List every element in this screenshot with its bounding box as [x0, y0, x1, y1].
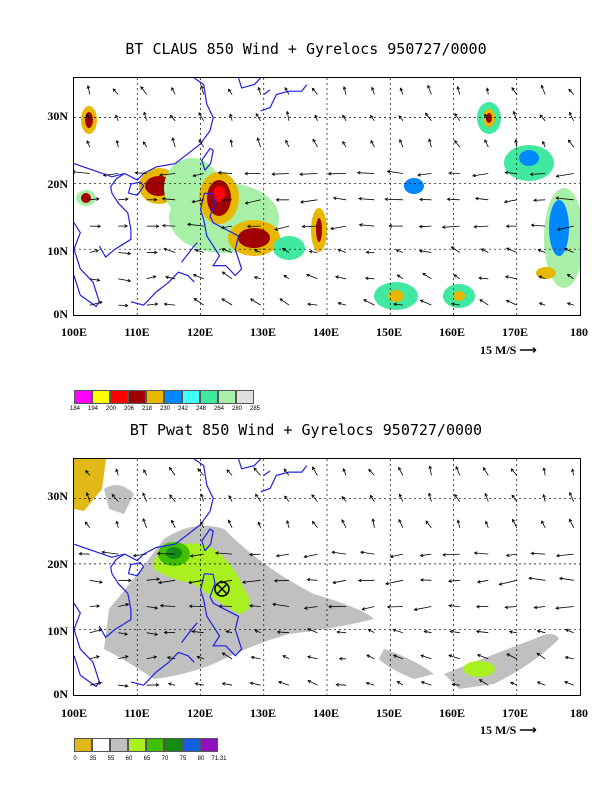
panel1-xtick-100e: 100E: [60, 325, 87, 339]
panel1-legend-swatch: [92, 390, 110, 404]
panel1-legend-swatch: [200, 390, 218, 404]
panel2-legend-swatch: [182, 738, 200, 752]
panel1-legend-swatch: [218, 390, 236, 404]
panel2-legend-swatch: [110, 738, 128, 752]
panel2-legend-label: 75: [179, 756, 187, 762]
panel1-legend-swatch: [74, 390, 92, 404]
panel2-legend-swatch: [200, 738, 218, 752]
coastlines: [74, 78, 308, 315]
panel1-map-svg: [74, 78, 580, 315]
panel1-legend-label: 206: [123, 406, 134, 412]
pwat-shading: [74, 459, 559, 689]
panel2-xtick-130e: 130E: [249, 706, 276, 720]
panel2-legend-label: 55: [107, 756, 115, 762]
panel2-legend-label: 70: [161, 756, 169, 762]
panel2-legend-swatch: [74, 738, 92, 752]
graticule: [74, 78, 580, 315]
panel1-legend-swatch: [182, 390, 200, 404]
panel2-map: [73, 458, 581, 696]
panel1-legend-label: 184: [69, 406, 80, 412]
panel1-legend-labels: 184 194 200 206 218 230 242 248 264 280 285: [66, 406, 264, 412]
wind-vectors: [74, 84, 575, 308]
panel2-legend-label: 35: [89, 756, 97, 762]
scale-arrow-icon: ⟶: [519, 343, 537, 357]
panel2-xtick-140e: 140E: [312, 706, 339, 720]
panel1-legend-swatch: [128, 390, 146, 404]
panel1-title: BT CLAUS 850 Wind + Gyrelocs 950727/0000: [125, 40, 487, 58]
panel2-legend-label: 65: [143, 756, 151, 762]
panel1-map: [73, 77, 581, 316]
panel2-xtick-110e: 110E: [124, 706, 150, 720]
panel1-legend-label: 194: [87, 406, 98, 412]
panel1-legend-swatch: [236, 390, 254, 404]
panel2-legend-swatch: [92, 738, 110, 752]
scale-arrow-icon: ⟶: [519, 723, 537, 737]
panel2-legend-swatch: [128, 738, 146, 752]
panel2-xtick-160e: 160E: [438, 706, 465, 720]
panel1-legend-swatch: [146, 390, 164, 404]
panel2-xtick-150e: 150E: [375, 706, 402, 720]
panel1-ytick-10n: 10N: [47, 244, 68, 258]
panel1-xtick-140e: 140E: [312, 325, 339, 339]
panel2-legend-label: 60: [125, 756, 133, 762]
panel2-map-svg: [74, 459, 580, 695]
panel2-legend-label: 0: [73, 756, 77, 762]
panel2-legend-swatch: [146, 738, 164, 752]
panel1-legend-label: 230: [159, 406, 170, 412]
panel1-legend-label: 200: [105, 406, 116, 412]
panel1-legend: [74, 390, 254, 404]
panel1-xtick-170e: 170E: [501, 325, 528, 339]
wind-vectors: [78, 465, 575, 688]
coastlines: [74, 459, 308, 695]
graticule: [74, 459, 580, 695]
panel2-ytick-10n: 10N: [47, 624, 68, 638]
panel2-scale-label: 15 M/S ⟶: [480, 723, 537, 737]
panel1-xtick-130e: 130E: [249, 325, 276, 339]
panel2-xtick-180: 180: [570, 706, 588, 720]
panel2-title: BT Pwat 850 Wind + Gyrelocs 950727/0000: [129, 421, 483, 439]
panel2-ytick-20n: 20N: [47, 557, 68, 571]
panel2-legend-labels: 0 35 55 60 65 70 75 80 71.31: [66, 756, 228, 762]
panel2-legend-label: 71.31: [211, 756, 227, 762]
panel1-ytick-20n: 20N: [47, 177, 68, 191]
panel1-xtick-160e: 160E: [438, 325, 465, 339]
panel1-legend-label: 285: [249, 406, 260, 412]
panel2-ytick-30n: 30N: [47, 489, 68, 503]
panel1-legend-label: 264: [213, 406, 224, 412]
panel1-xtick-150e: 150E: [375, 325, 402, 339]
panel2-ytick-0n: 0N: [53, 687, 68, 701]
panel1-ytick-30n: 30N: [47, 109, 68, 123]
panel1-legend-label: 248: [195, 406, 206, 412]
cloud-shading: [76, 102, 580, 310]
panel2-legend-swatch: [164, 738, 182, 752]
panel1-legend-swatch: [110, 390, 128, 404]
panel2-xtick-120e: 120E: [186, 706, 213, 720]
panel1-scale-label: 15 M/S ⟶: [480, 343, 537, 357]
panel1-ytick-0n: 0N: [53, 307, 68, 321]
panel1-legend-label: 242: [177, 406, 188, 412]
panel1-legend-label: 218: [141, 406, 152, 412]
panel1-legend-label: 280: [231, 406, 242, 412]
panel1-legend-swatch: [164, 390, 182, 404]
panel2-legend: [74, 738, 218, 752]
panel1-xtick-110e: 110E: [124, 325, 150, 339]
panel2-legend-label: 80: [197, 756, 205, 762]
panel2-xtick-100e: 100E: [60, 706, 87, 720]
panel1-xtick-180: 180: [570, 325, 588, 339]
panel2-xtick-170e: 170E: [501, 706, 528, 720]
panel1-xtick-120e: 120E: [186, 325, 213, 339]
